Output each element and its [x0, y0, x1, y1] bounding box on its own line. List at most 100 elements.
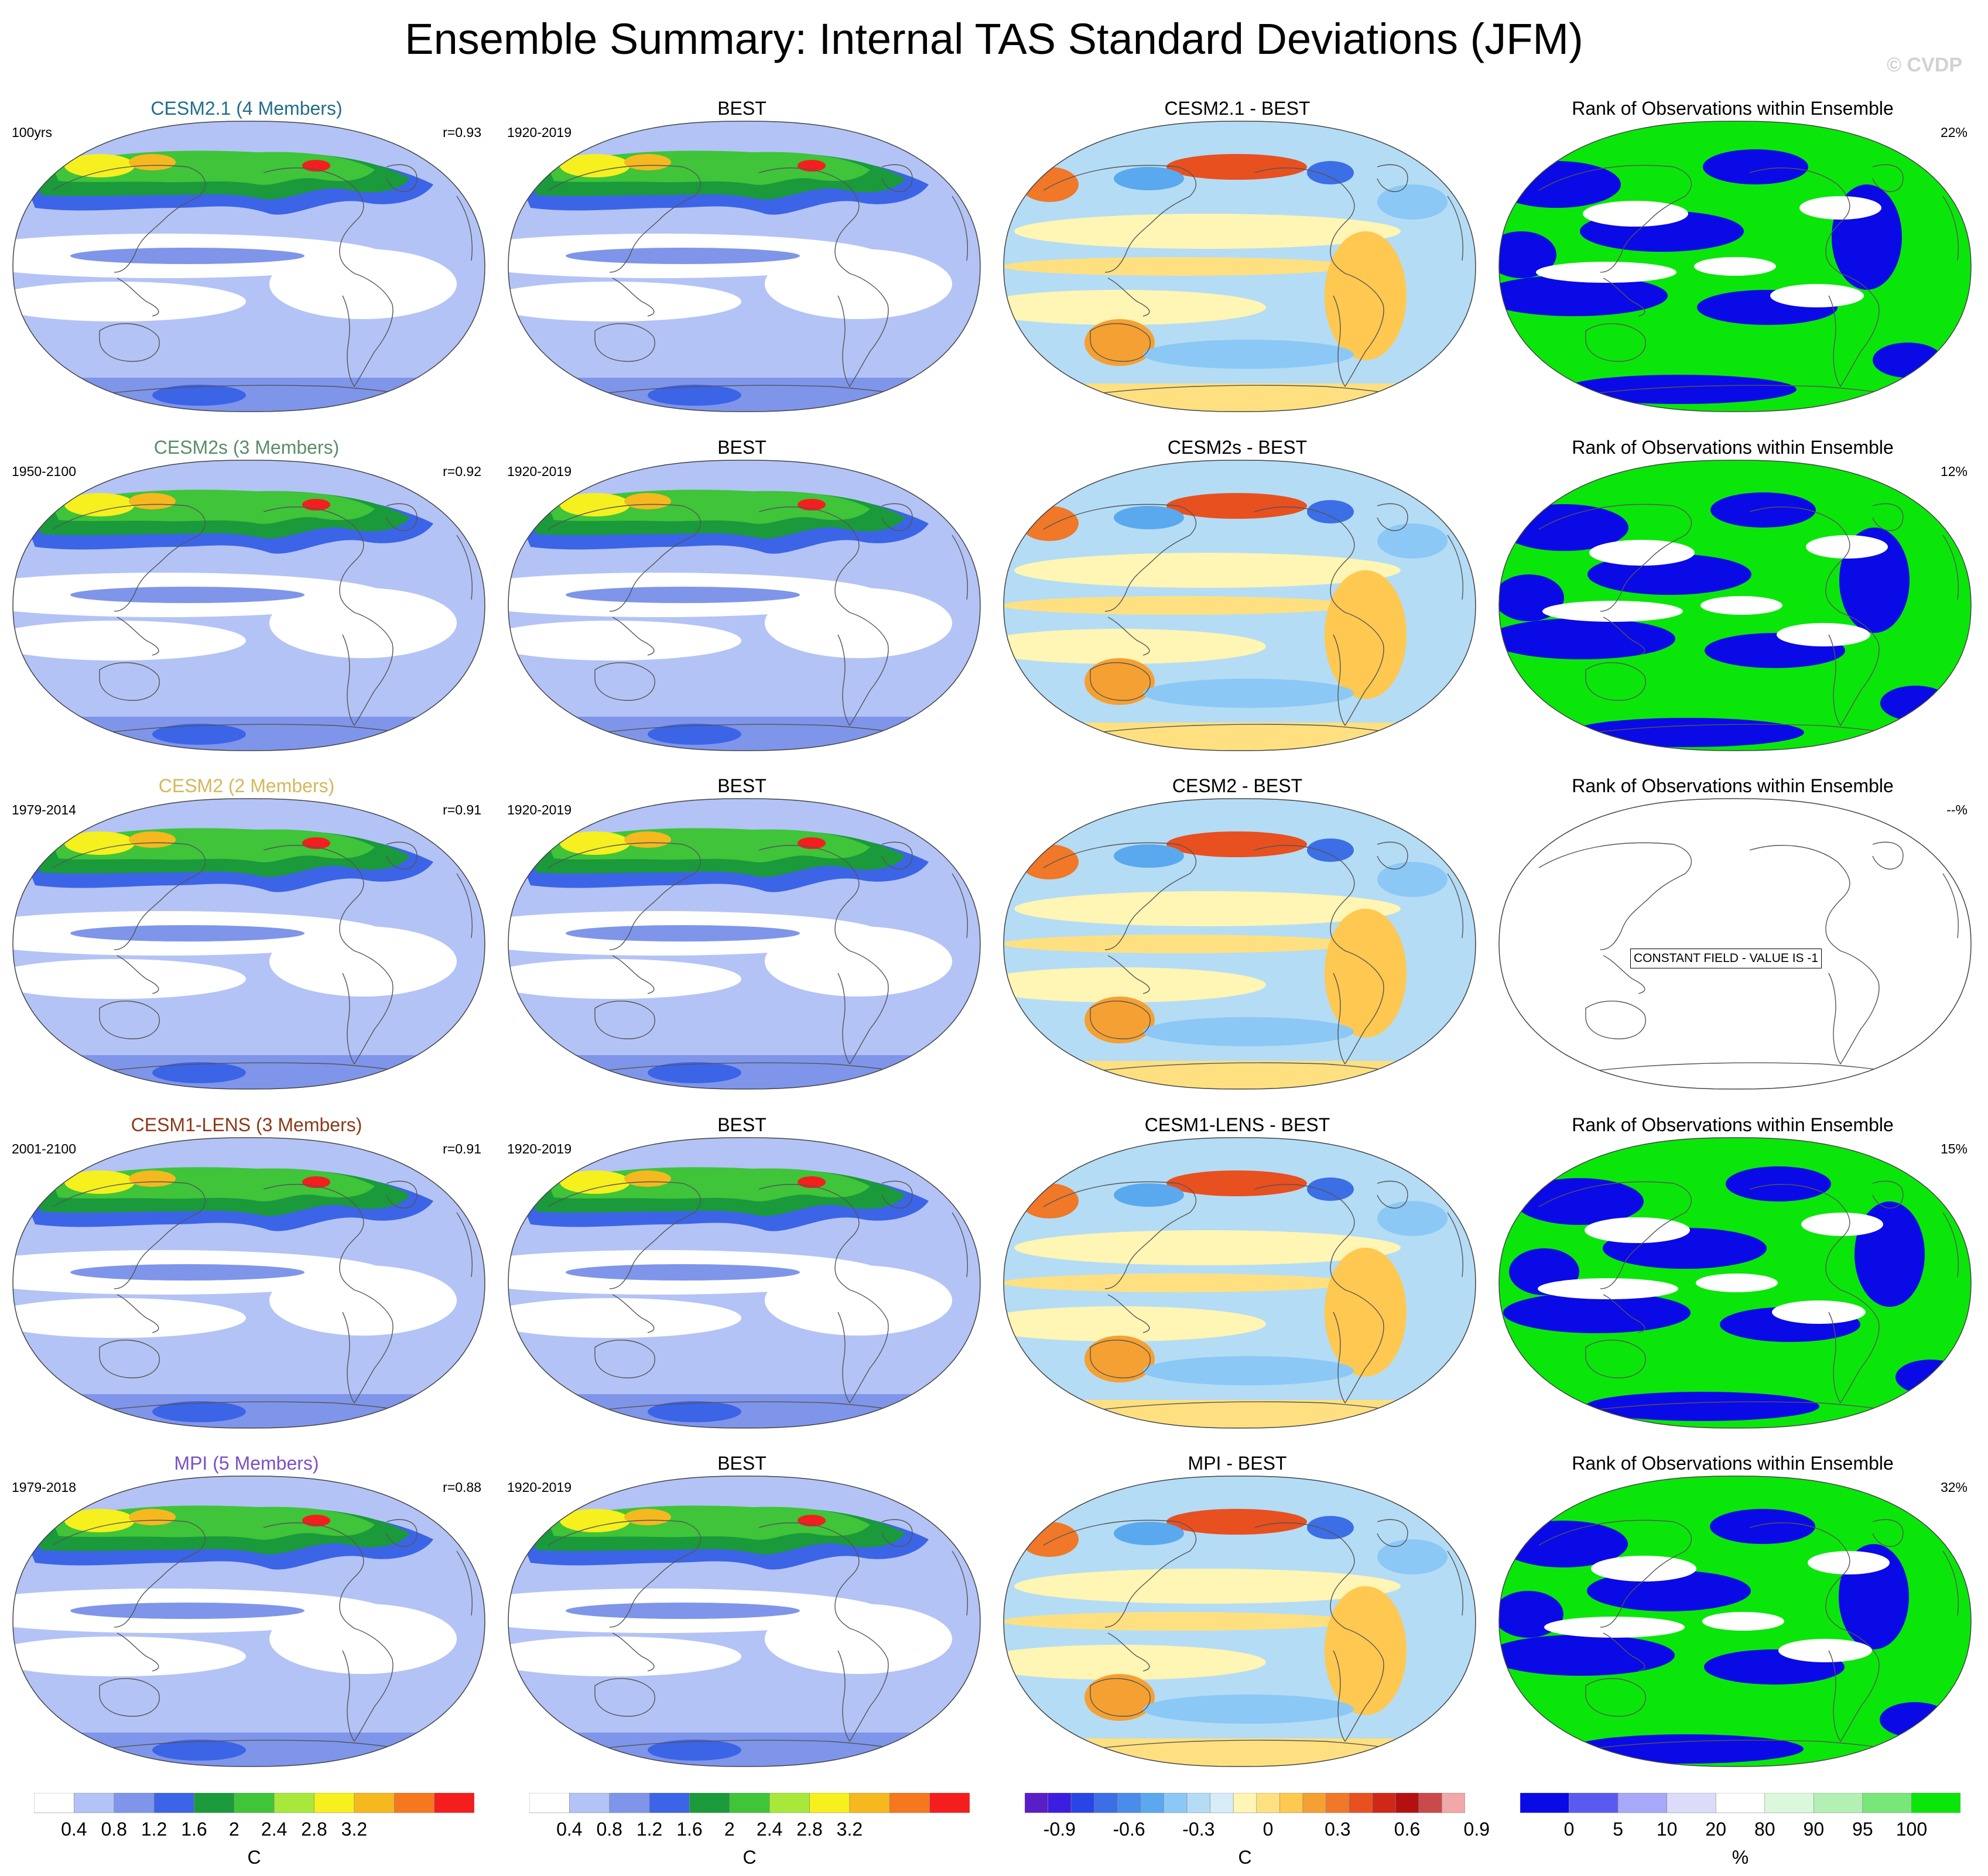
field-antarctic-band: [13, 1733, 485, 1767]
period-label: 1920-2019: [507, 1141, 572, 1156]
pattern-correlation-label: r=0.93: [443, 125, 481, 140]
colorbar-tick-label: 2.8: [301, 1819, 327, 1840]
colorbar-tick-label: 1.2: [141, 1819, 167, 1840]
rank-low-region: [1499, 231, 1556, 278]
map-container: [507, 1136, 981, 1432]
model-map: [12, 1476, 485, 1767]
pattern-correlation-label: r=0.88: [443, 1480, 481, 1495]
map-container: [507, 459, 981, 755]
colorbar-tick-label: 0.8: [596, 1819, 622, 1840]
map-container: [507, 797, 981, 1093]
colorbar-swatch: [1814, 1793, 1863, 1813]
colorbar-tick-label: 3.2: [341, 1819, 368, 1840]
colorbar-swatch: [1233, 1793, 1257, 1813]
rank-map: [1498, 1137, 1972, 1429]
rank-mid-region: [1589, 540, 1695, 566]
map-container: [507, 120, 981, 416]
globe-outline: [12, 1137, 485, 1429]
diff-band-yellow-1: [1014, 553, 1401, 588]
field-band-east-white: [765, 588, 952, 658]
rank-low-region: [1726, 1166, 1831, 1201]
field-band-east-white: [765, 926, 952, 997]
colorbar-swatch: [1279, 1793, 1303, 1813]
panel-title: CESM2s (3 Members): [153, 437, 340, 458]
field-hot-yellow: [64, 1170, 135, 1194]
diff-cold-3: [1377, 1539, 1448, 1574]
colorbar-tick-label: 95: [1852, 1819, 1873, 1840]
rank-low-region: [1880, 1702, 1950, 1737]
field-band-equatorial: [70, 587, 304, 603]
panel-obs-5: BEST 1920-2019: [499, 1451, 985, 1779]
colorbar-swatch: [354, 1793, 395, 1813]
map-container: [1002, 120, 1477, 416]
diff-map: [1003, 460, 1476, 751]
panel-title: BEST: [717, 775, 767, 796]
colorbar-swatch: [849, 1793, 890, 1813]
panel-rank-3: Rank of Observations within Ensemble --% C…: [1490, 774, 1976, 1102]
panel-diff-1: CESM2.1 - BEST: [994, 97, 1480, 425]
coastline: [52, 1519, 473, 1755]
rank-mid-region: [1544, 1617, 1685, 1638]
diff-cold-2: [1114, 1183, 1184, 1207]
diff-australia: [1084, 1336, 1155, 1382]
field-antarctic-high: [152, 1740, 246, 1761]
panel-obs-2: BEST 1920-2019: [499, 436, 985, 764]
field-hot-orange: [129, 831, 176, 848]
rank-mid-region: [1591, 1556, 1696, 1581]
diff-south-ocean: [1143, 1356, 1354, 1385]
colorbar-swatches: [1520, 1793, 1960, 1813]
diff-south-ocean: [1143, 679, 1354, 708]
panel-model-3: CESM2 (2 Members) 1979-2014 r=0.91: [4, 774, 490, 1102]
diff-australia: [1084, 319, 1155, 366]
rank-low-region: [1570, 718, 1804, 747]
colorbar-swatch: [1349, 1793, 1373, 1813]
rank-mid-region: [1536, 262, 1676, 283]
rank-mid-region: [1806, 535, 1888, 559]
colorbar-swatch: [1764, 1793, 1814, 1813]
map-container: [1002, 459, 1477, 755]
diff-band-equatorial: [1004, 1274, 1354, 1292]
field-hot-orange: [129, 1170, 176, 1187]
diff-south-ocean: [1143, 1694, 1354, 1724]
rank-low-region: [1895, 1360, 1966, 1395]
globe-outline: [508, 121, 981, 412]
colorbar-tick-label: 2.4: [261, 1819, 288, 1840]
panel-model-5: MPI (5 Members) 1979-2018 r=0.88: [4, 1451, 490, 1779]
rank-percent-label: 12%: [1940, 464, 1968, 479]
coastline: [1538, 841, 1959, 1078]
diff-band-equatorial: [1004, 596, 1354, 615]
colorbar-swatch: [1210, 1793, 1234, 1813]
field-antarctic-band: [13, 378, 485, 412]
panel-rank-2: Rank of Observations within Ensemble 12%: [1490, 436, 1976, 764]
diff-cold-3: [1377, 1201, 1448, 1236]
panel-model-4: CESM1-LENS (3 Members) 2001-2100 r=0.91: [4, 1113, 490, 1441]
colorbar-tick-label: 0: [1563, 1819, 1575, 1840]
diff-cold-1: [1307, 161, 1354, 184]
diff-antarctic: [1004, 1061, 1476, 1089]
field-hot-orange: [624, 831, 671, 848]
rank-low-region: [1873, 343, 1943, 378]
rank-mid-region: [1583, 201, 1688, 227]
colorbar-swatch: [1302, 1793, 1326, 1813]
field-hot-orange: [624, 154, 671, 170]
rank-mid-region: [1801, 1213, 1883, 1236]
field-antarctic-high: [152, 1062, 246, 1083]
pattern-correlation-label: r=0.91: [443, 1141, 481, 1156]
panel-title: BEST: [717, 1114, 767, 1135]
field-hot-orange: [129, 1509, 176, 1525]
globe-outline: [1498, 798, 1972, 1090]
globe-outline: [12, 798, 485, 1090]
field-hot-orange: [129, 154, 176, 170]
map-container: [12, 120, 486, 416]
field-band-equatorial: [70, 248, 304, 264]
period-label: 1920-2019: [507, 464, 572, 479]
coastline: [1043, 1519, 1463, 1755]
diff-south-america: [1325, 909, 1407, 1038]
globe-outline: [1498, 460, 1972, 751]
field-antarctic-band: [508, 717, 980, 751]
field-band-south-white: [13, 621, 246, 660]
colorbar-swatch: [1025, 1793, 1048, 1813]
panel-diff-2: CESM2s - BEST: [994, 436, 1480, 764]
diff-south-america: [1325, 570, 1407, 699]
colorbar-swatch: [609, 1793, 650, 1813]
